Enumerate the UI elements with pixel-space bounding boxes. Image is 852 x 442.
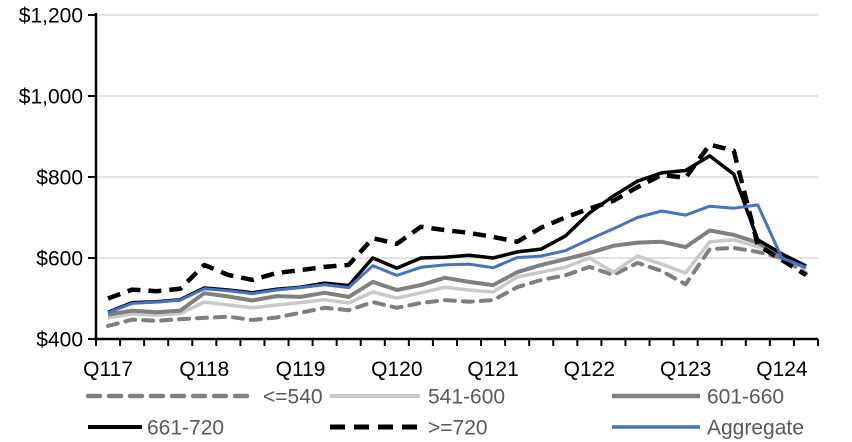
x-tick-label: Q118 <box>179 358 229 381</box>
series-line-541-600 <box>107 238 807 320</box>
x-tick-label: Q124 <box>756 358 808 381</box>
legend-label: >=720 <box>428 417 488 440</box>
legend: <=540 541-600 601-660 661-720 >=720 Aggregate <box>85 386 804 440</box>
x-axis-labels: Q117 Q118 Q119 Q120 Q121 Q122 Q123 Q124 <box>83 358 808 381</box>
x-tick-label: Q120 <box>371 358 422 381</box>
y-tick-marks <box>88 14 96 340</box>
legend-item-601-660: 601-660 <box>612 386 784 409</box>
x-tick-label: Q117 <box>83 358 133 381</box>
x-tick-label: Q122 <box>564 358 615 381</box>
legend-item-aggregate: Aggregate <box>612 417 804 440</box>
legend-label: <=540 <box>263 386 323 409</box>
series-lines <box>106 142 808 328</box>
x-tick-marks <box>95 339 819 346</box>
y-tick-label: $1,000 <box>19 86 83 109</box>
legend-item--720: >=720 <box>330 417 488 440</box>
x-tick-label: Q119 <box>276 358 326 381</box>
legend-label: 541-600 <box>428 386 505 409</box>
x-tick-label: Q123 <box>660 358 711 381</box>
legend-label: 601-660 <box>707 386 784 409</box>
y-tick-label: $800 <box>36 167 83 190</box>
legend-label: Aggregate <box>707 417 804 440</box>
series-line-aggregate <box>107 203 807 315</box>
y-tick-label: $400 <box>36 329 83 352</box>
legend-item-661-720: 661-720 <box>88 417 224 440</box>
y-tick-label: $1,200 <box>19 5 83 28</box>
y-axis-labels: $400 $600 $800 $1,000 $1,200 <box>19 5 83 352</box>
x-tick-label: Q121 <box>467 358 518 381</box>
legend-item-541-600: 541-600 <box>330 386 505 409</box>
legend-label: 661-720 <box>147 417 224 440</box>
y-tick-label: $600 <box>36 248 83 271</box>
series-line--720 <box>107 142 808 301</box>
series-line-601-660 <box>107 228 807 317</box>
legend-item--540: <=540 <box>85 386 323 409</box>
gridlines <box>96 14 818 259</box>
series-line--540 <box>106 245 808 328</box>
